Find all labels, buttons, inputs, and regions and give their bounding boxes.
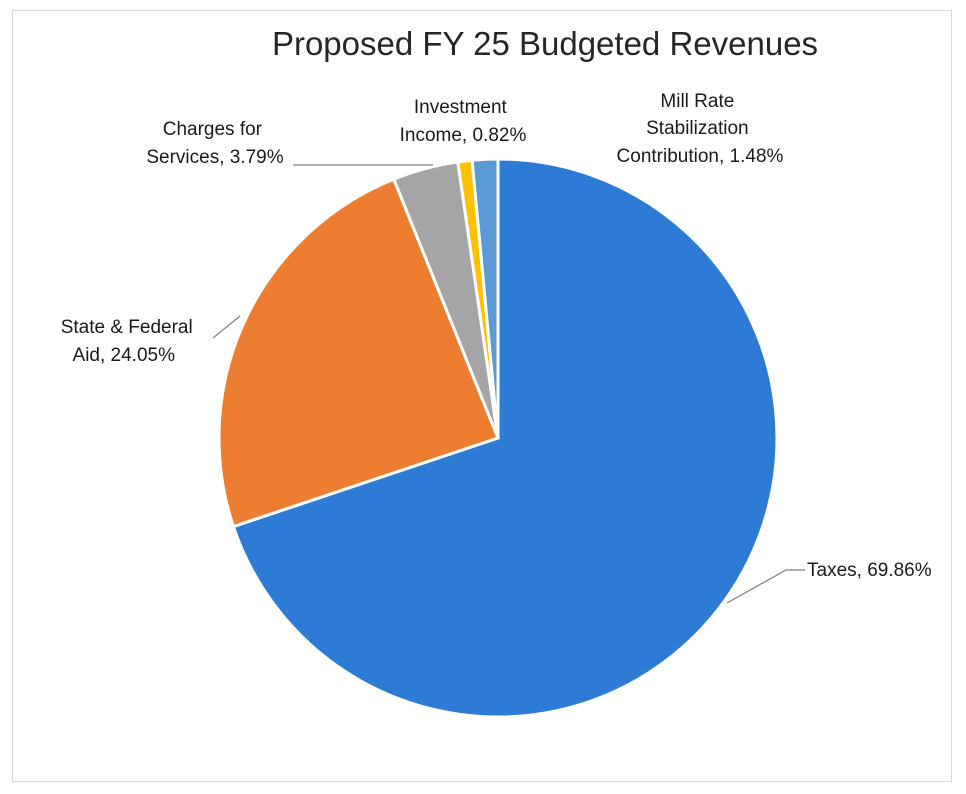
taxes-data-label: Taxes, 69.86% xyxy=(807,560,932,581)
mill-rate-stabilization-contribution-slice xyxy=(470,157,500,439)
taxes-slice xyxy=(231,157,779,719)
investment-data-label: Investment Income, 0.82% xyxy=(400,97,527,146)
state-federal-data-label: State & Federal Aid, 24.05% xyxy=(61,317,198,366)
state-federal-leader-line xyxy=(212,315,241,339)
pie-slices xyxy=(217,157,779,719)
chart-title: Proposed FY 25 Budgeted Revenues xyxy=(272,25,818,62)
taxes-leader-line xyxy=(726,569,805,604)
mill-rate-data-label: Mill Rate Stabilization Contribution, 1.… xyxy=(617,91,784,167)
charges-data-label: Charges for Services, 3.79% xyxy=(146,119,283,168)
